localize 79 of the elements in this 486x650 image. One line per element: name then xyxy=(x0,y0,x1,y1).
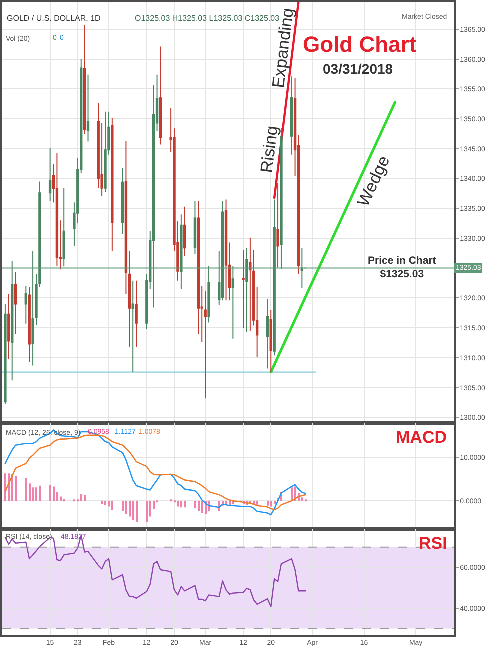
bar xyxy=(184,501,186,508)
bar xyxy=(180,501,182,508)
bar xyxy=(101,501,103,505)
chart-title: RSI xyxy=(419,534,448,553)
bar xyxy=(177,501,179,507)
bar xyxy=(35,488,38,502)
candlestick xyxy=(194,200,197,255)
candlestick xyxy=(221,200,224,302)
bar xyxy=(53,486,55,502)
candlestick xyxy=(104,111,107,194)
candlestick xyxy=(280,128,283,270)
candlestick xyxy=(86,74,90,142)
bar xyxy=(256,501,258,505)
candlestick xyxy=(224,199,228,302)
candlestick xyxy=(204,290,207,400)
candlestick xyxy=(184,206,186,257)
candlestick xyxy=(246,248,248,333)
bar xyxy=(153,501,155,510)
bar xyxy=(49,484,51,502)
candlestick xyxy=(62,188,66,268)
candlestick xyxy=(11,260,14,382)
bar xyxy=(198,501,200,512)
candlestick xyxy=(48,148,52,202)
bar xyxy=(60,496,62,502)
bar xyxy=(146,501,148,522)
candlestick xyxy=(132,280,134,373)
bar xyxy=(274,501,276,505)
candlestick xyxy=(242,250,245,329)
candlestick xyxy=(208,265,210,324)
candlestick xyxy=(300,248,304,289)
candlestick xyxy=(159,46,162,146)
bar xyxy=(136,501,138,522)
text: 03/31/2018 xyxy=(323,61,394,77)
bar xyxy=(29,484,31,502)
bar xyxy=(201,501,203,514)
text: Gold Chart xyxy=(303,32,418,57)
bar xyxy=(111,501,113,510)
candlestick xyxy=(28,286,31,363)
bar xyxy=(225,501,227,505)
bar xyxy=(32,488,34,502)
bar xyxy=(39,486,41,502)
candlestick xyxy=(266,298,270,370)
candlestick xyxy=(32,250,34,366)
candlestick xyxy=(14,271,18,335)
bar xyxy=(194,501,196,508)
bar xyxy=(25,478,27,502)
candlestick xyxy=(8,294,10,360)
bar xyxy=(15,476,17,502)
bar xyxy=(270,501,272,507)
candlestick xyxy=(4,304,7,404)
bar xyxy=(104,501,106,505)
line-series xyxy=(4,535,306,608)
bar xyxy=(108,501,110,507)
candlestick xyxy=(276,182,280,268)
chart-title: MACD xyxy=(396,428,447,447)
bar xyxy=(132,501,134,520)
bar xyxy=(80,494,82,502)
bar xyxy=(267,501,269,506)
candlestick xyxy=(121,168,124,235)
bar xyxy=(125,501,127,515)
bar xyxy=(291,488,293,502)
candlestick xyxy=(180,214,183,290)
candlestick xyxy=(135,280,138,348)
candlestick xyxy=(270,310,272,373)
candlestick xyxy=(83,24,86,134)
candlestick xyxy=(111,118,114,252)
candlestick xyxy=(232,265,235,340)
annotation: Rising xyxy=(257,124,282,174)
bar xyxy=(229,501,231,505)
bar xyxy=(129,501,131,517)
bar xyxy=(84,495,86,502)
candlestick xyxy=(249,237,252,332)
bar xyxy=(122,501,124,512)
candlestick xyxy=(24,286,28,324)
candlestick xyxy=(273,199,276,356)
candlestick xyxy=(56,152,59,266)
annotation: GOLD / U.S. DOLLAR, 1D xyxy=(7,14,102,23)
annotation: Price in Chart $1325.03 xyxy=(368,255,437,281)
bar xyxy=(4,474,6,502)
